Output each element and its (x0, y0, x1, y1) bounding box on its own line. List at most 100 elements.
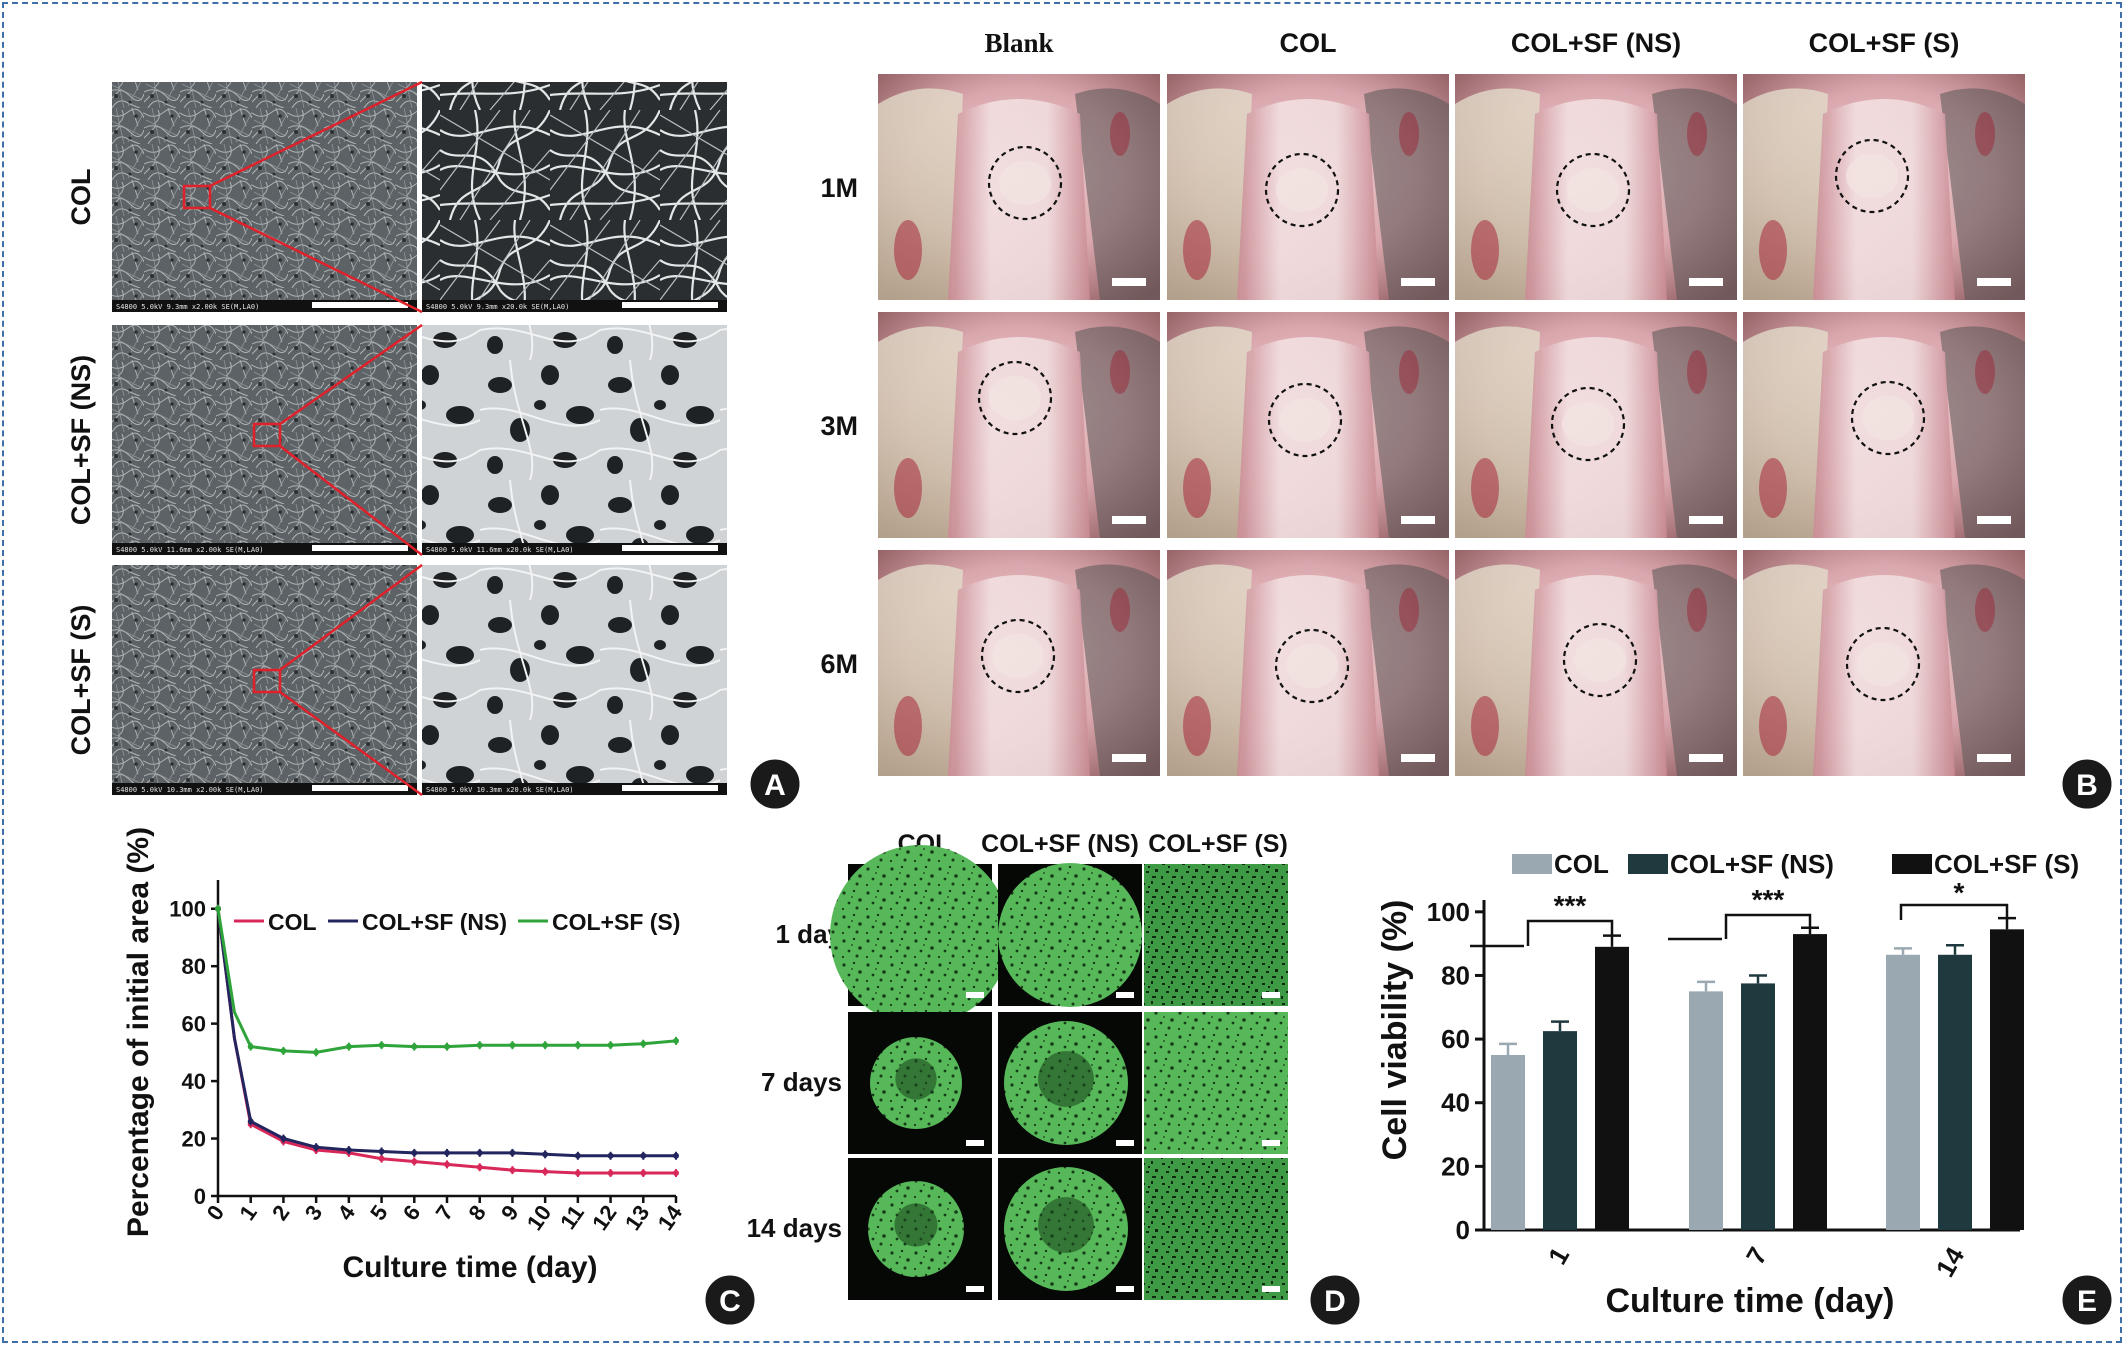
panel-d-image-7-days-col-sf-s (1144, 1012, 1288, 1154)
panel-c-point-col (607, 1170, 614, 1177)
panel-e-y-tick: 80 (1441, 960, 1470, 990)
panel-e-bar-col-sf-s-day-1 (1595, 946, 1629, 1230)
panel-c-point-col-sf-s (607, 1042, 614, 1049)
panel-e-bar-col-sf-ns-day-1 (1543, 1031, 1577, 1230)
panel-b-photo-6m-blank (878, 550, 1160, 776)
panel-b-defect-circle (1834, 138, 1910, 214)
panel-b-scale-bar (1112, 516, 1146, 524)
panel-a-scale-bar (312, 545, 408, 551)
panel-d-image-7-days-col-sf-ns (998, 1012, 1142, 1154)
panel-b-photo-6m-col-sf-s (1743, 550, 2025, 776)
panel-a-sem-caption-high: S4800 5.0kV 11.6mm x20.0k SE(M,LA0) (426, 546, 574, 554)
panel-b-defect-circle (1562, 622, 1638, 698)
panel-b-scale-bar (1401, 278, 1435, 286)
panel-b-col-header-col: COL (1280, 28, 1337, 58)
panel-d-col-header-col-sf-s: COL+SF (S) (1148, 830, 1288, 858)
panel-c-y-tick: 0 (194, 1184, 206, 1209)
panel-c-point-col-sf-s (280, 1047, 287, 1054)
panel-c-point-col-sf-ns (476, 1149, 483, 1156)
panel-d-scale-bar (1116, 1286, 1134, 1292)
panel-a-sem-high-col-sf-ns (422, 325, 727, 555)
panel-e-x-tick: 7 (1740, 1242, 1773, 1270)
panel-b-scale-bar (1689, 754, 1723, 762)
panel-c-x-tick: 7 (431, 1201, 459, 1225)
panel-a-zoom-line (279, 690, 423, 797)
panel-a-sem-low-col (112, 82, 417, 312)
panel-b-photo-1m-col-sf-ns (1455, 74, 1737, 300)
panel-b-photo-3m-blank (878, 312, 1160, 538)
panel-e-sig-bracket (1668, 913, 1812, 941)
panel-a-sem-caption-high: S4800 5.0kV 10.3mm x20.0k SE(M,LA0) (426, 786, 574, 794)
panel-d-badge: D (1307, 1272, 1363, 1328)
panel-a-sem-high-col (422, 82, 727, 312)
panel-c-ylabel: Percentage of initial area (%) (122, 827, 155, 1237)
panel-e-bar-col-sf-ns-day-14 (1938, 954, 1972, 1230)
panel-c-y-tick: 40 (182, 1069, 206, 1094)
panel-b-photo-1m-blank (878, 74, 1160, 300)
panel-c-point-col (673, 1170, 679, 1177)
panel-d-scale-bar (1262, 1286, 1280, 1292)
panel-b-scale-bar (1112, 278, 1146, 286)
panel-c-point-col-sf-s (574, 1042, 581, 1049)
panel-e-y-tick: 20 (1441, 1151, 1470, 1181)
panel-e-sig-bracket (1899, 903, 2009, 920)
panel-c-point-col-sf-s (345, 1043, 352, 1050)
panel-c-point-col-sf-s (542, 1042, 549, 1049)
panel-c-point-col (640, 1170, 647, 1177)
panel-b-defect-circle (977, 360, 1053, 436)
panel-b-badge-label: B (2076, 769, 2098, 802)
panel-a-sem-caption-low: S4800 5.0kV 9.3mm x2.00k SE(M,LA0) (116, 303, 259, 311)
panel-c-x-tick: 6 (398, 1201, 426, 1225)
panel-d-scale-bar (966, 1140, 984, 1146)
panel-c-x-tick: 12 (587, 1201, 622, 1235)
panel-c-series-col (216, 908, 676, 1175)
panel-a-zoom-line (209, 206, 423, 314)
panel-c-point-col-sf-s (411, 1043, 418, 1050)
panel-c-point-col-sf-ns (673, 1152, 679, 1159)
panel-e-ylabel: Cell viability (%) (1376, 900, 1414, 1161)
panel-b-col-header-col-sf-ns: COL+SF (NS) (1511, 28, 1681, 58)
panel-a-sem-low-col-sf-s (112, 565, 417, 795)
panel-a-sem-caption-low: S4800 5.0kV 10.3mm x2.00k SE(M,LA0) (116, 786, 264, 794)
panel-d-scale-bar (966, 992, 984, 998)
panel-b-row-label-3m: 3M (820, 411, 858, 441)
panel-b-scale-bar (1689, 278, 1723, 286)
panel-e-bar-col-day-7 (1689, 991, 1723, 1230)
panel-b-photo-3m-col-sf-s (1743, 312, 2025, 538)
panel-d-scale-bar (1262, 992, 1280, 998)
panel-c-x-tick: 11 (555, 1201, 589, 1234)
panel-c-y-tick: 60 (182, 1012, 206, 1037)
panel-e-legend-swatch-col (1512, 854, 1552, 874)
panel-c-point-col-sf-s (378, 1042, 385, 1049)
panel-a-zoom-line (279, 323, 423, 426)
panel-e-legend-label-col-sf-s: COL+SF (S) (1934, 849, 2079, 879)
panel-b-photo-1m-col-sf-s (1743, 74, 2025, 300)
panel-b-scale-bar (1977, 278, 2011, 286)
panel-a-sem-caption-low: S4800 5.0kV 11.6mm x2.00k SE(M,LA0) (116, 546, 264, 554)
panel-d-badge-label: D (1324, 1285, 1346, 1318)
panel-c-point-col-sf-s (247, 1043, 254, 1050)
panel-e-badge-label: E (2077, 1285, 2097, 1318)
panel-e-sig-label: * (1954, 877, 1965, 908)
panel-c-point-col (444, 1161, 450, 1168)
panel-c-x-tick: 1 (234, 1201, 262, 1225)
panel-c-x-tick: 2 (267, 1201, 295, 1225)
panel-e-bar-col-day-14 (1886, 954, 1920, 1230)
panel-c-x-tick: 10 (522, 1201, 557, 1235)
panel-c-x-tick: 5 (365, 1201, 393, 1225)
panel-d-image-1-day-col-sf-s (1144, 864, 1288, 1006)
panel-a-scale-bar (622, 302, 718, 308)
panel-b-scale-bar (1977, 754, 2011, 762)
panel-e-legend-label-col-sf-ns: COL+SF (NS) (1670, 849, 1834, 879)
panel-c-legend-label-col: COL (268, 909, 317, 935)
panel-c-badge: C (702, 1272, 758, 1328)
panel-b-col-header-col-sf-s: COL+SF (S) (1809, 28, 1960, 58)
panel-e-y-tick: 100 (1427, 897, 1470, 927)
panel-c-point-col-sf-ns (313, 1144, 320, 1151)
panel-a-zoom-line (279, 563, 423, 672)
panel-c-series-col-sf-s (216, 908, 677, 1054)
panel-c-point-col-sf-ns (607, 1152, 614, 1159)
panel-c-point-col-sf-ns (378, 1148, 385, 1155)
